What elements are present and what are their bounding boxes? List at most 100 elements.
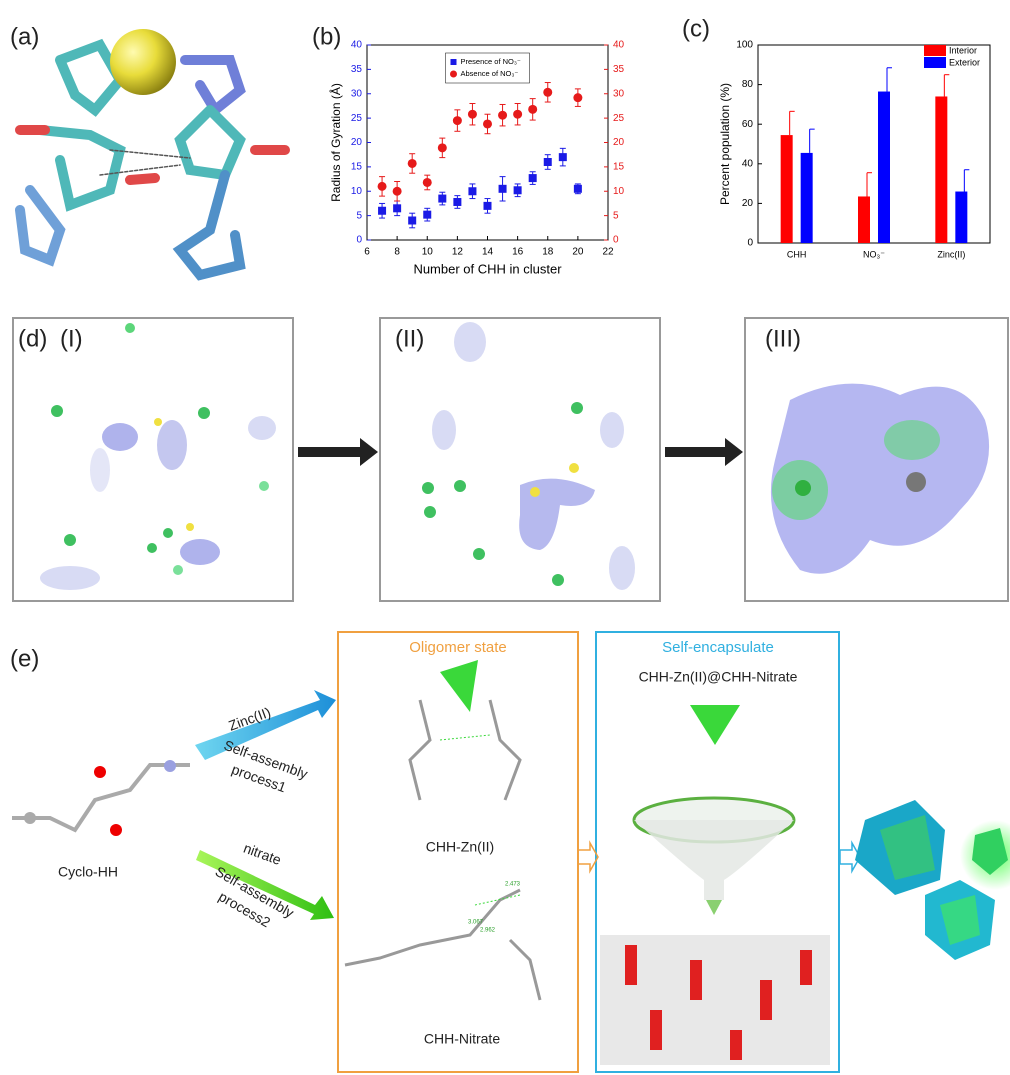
point	[408, 217, 416, 225]
x-tick-label: 22	[602, 247, 614, 258]
funnel	[634, 798, 794, 915]
y-tick-label: 35	[613, 64, 625, 75]
point	[514, 186, 522, 194]
crystal-packing	[600, 935, 830, 1065]
y-tick-label: 20	[613, 137, 625, 148]
point	[559, 153, 567, 161]
y-tick-label: 15	[613, 162, 625, 173]
molecule-nitrate	[345, 890, 540, 1000]
x-tick-label: 18	[542, 247, 554, 258]
label: CHH-Nitrate	[424, 1031, 500, 1047]
point	[423, 178, 432, 187]
error-bar	[944, 75, 949, 97]
point	[393, 204, 401, 212]
x-tick-label: 14	[482, 247, 494, 258]
tetrahedron	[690, 705, 740, 745]
point	[468, 110, 477, 119]
label: Cyclo-HH	[58, 864, 118, 880]
zinc-sphere	[110, 29, 176, 95]
point	[453, 116, 462, 125]
point	[484, 202, 492, 210]
legend-label: Exterior	[949, 57, 980, 67]
legend-marker	[924, 57, 946, 68]
x-tick-label: Zinc(II)	[937, 249, 965, 259]
panel-label: (d)	[18, 325, 47, 352]
y-tick-label: 0	[747, 238, 753, 249]
y-tick-label: 5	[356, 210, 362, 221]
label: nitrate	[241, 840, 283, 868]
y-tick-label: 0	[356, 235, 362, 246]
x-tick-label: 10	[422, 247, 434, 258]
distance: 2.473	[505, 882, 521, 888]
error-bar	[867, 173, 872, 197]
point	[483, 119, 492, 128]
y-tick-label: 60	[742, 119, 754, 130]
arrows-d	[298, 438, 743, 466]
plot-frame	[758, 45, 990, 243]
legend-label: Presence of NO₃⁻	[461, 57, 521, 66]
x-tick-label: 8	[394, 247, 400, 258]
x-tick-label: 6	[364, 247, 370, 258]
panel-label: (c)	[682, 15, 710, 42]
x-tick-label: 20	[572, 247, 584, 258]
panel-label: (a)	[10, 23, 39, 50]
label: CHH-Zn(II)@CHH-Nitrate	[639, 669, 798, 685]
molecule-zn	[410, 700, 520, 800]
y-tick-label: 5	[613, 210, 619, 221]
point	[378, 207, 386, 215]
point	[543, 88, 552, 97]
y-axis-label: Radius of Gyration (Å)	[328, 83, 343, 202]
point	[499, 185, 507, 193]
bar	[878, 92, 890, 243]
arrow-zinc	[195, 690, 336, 760]
y-tick-label: 0	[613, 235, 619, 246]
y-tick-label: 40	[742, 158, 754, 169]
y-tick-label: 80	[742, 79, 754, 90]
x-tick-label: CHH	[787, 249, 807, 259]
crystals	[855, 800, 1010, 960]
tetrahedron	[440, 660, 478, 712]
point	[528, 105, 537, 114]
panel-label: (e)	[10, 645, 39, 672]
point	[408, 159, 417, 168]
error-bar	[790, 111, 795, 135]
y-tick-label: 35	[351, 64, 363, 75]
point	[498, 111, 507, 120]
point	[438, 143, 447, 152]
point	[393, 187, 402, 196]
box-title: Self-encapsulate	[662, 639, 774, 656]
legend-marker	[451, 59, 457, 65]
bar	[858, 196, 870, 243]
point	[529, 174, 537, 182]
point	[438, 195, 446, 203]
step-label: (I)	[60, 325, 83, 352]
distance: 2.962	[480, 928, 496, 934]
x-tick-label: 12	[452, 247, 464, 258]
x-axis-label: Number of CHH in cluster	[413, 261, 562, 276]
legend-label: Interior	[949, 45, 977, 55]
y-tick-label: 10	[613, 186, 625, 197]
point	[544, 158, 552, 166]
y-tick-label: 15	[351, 162, 363, 173]
legend-marker	[450, 71, 457, 78]
figure: (a) (b) (c) (d) (e) (I) (II) (III)	[0, 0, 1010, 1075]
x-tick-label: NO₃⁻	[863, 249, 885, 259]
y-tick-label: 25	[613, 113, 625, 124]
y-tick-label: 20	[742, 198, 754, 209]
y-tick-label: 30	[613, 88, 625, 99]
legend-label: Absence of NO₃⁻	[461, 69, 519, 78]
molecule-cyclo	[12, 760, 190, 836]
bar	[801, 153, 813, 243]
step-label: (II)	[395, 325, 424, 352]
step-label: (III)	[765, 325, 801, 352]
point	[453, 198, 461, 206]
box-title: Oligomer state	[409, 639, 507, 656]
point	[574, 185, 582, 193]
y-tick-label: 100	[736, 40, 753, 51]
panel-label: (b)	[312, 23, 341, 50]
error-bar	[810, 129, 815, 153]
error-bar	[887, 68, 892, 92]
point	[573, 93, 582, 102]
clusters-d	[40, 322, 989, 590]
legend-marker	[924, 45, 946, 56]
